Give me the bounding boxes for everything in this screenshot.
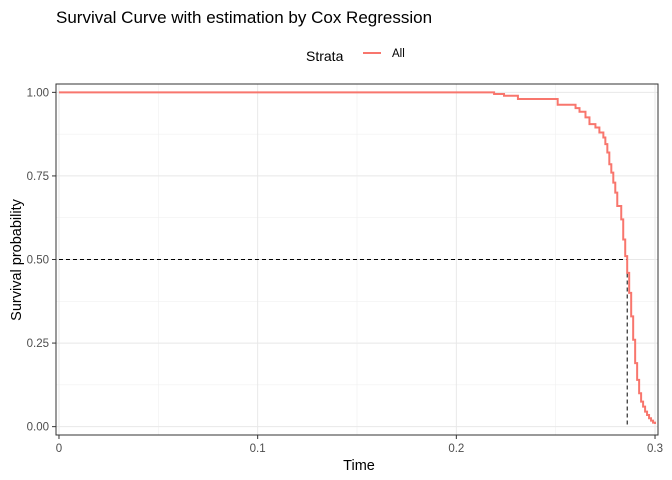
x-tick-label: 0.3 [647,443,663,455]
y-tick-label: 0.00 [27,422,49,434]
y-tick-label: 0.50 [27,255,49,267]
x-axis-ticks: 0 0.1 0.2 0.3 [56,435,663,455]
legend-title: Strata [306,48,344,64]
survival-curve-all [58,91,657,424]
chart-title: Survival Curve with estimation by Cox Re… [56,8,432,27]
x-tick-label: 0.2 [448,443,464,455]
survival-curves [58,91,657,424]
y-tick-label: 0.25 [27,338,49,350]
reference-lines [58,259,628,427]
legend: Strata All [306,48,405,64]
legend-label-all: All [392,48,405,60]
y-tick-label: 1.00 [27,87,49,99]
x-axis-title: Time [343,458,375,474]
x-tick-label: 0.1 [250,443,266,455]
y-tick-label: 0.75 [27,171,49,183]
y-axis-ticks: 0.00 0.25 0.50 0.75 1.00 [27,87,56,434]
x-tick-label: 0 [56,443,62,455]
y-axis-title: Survival probability [9,198,25,320]
